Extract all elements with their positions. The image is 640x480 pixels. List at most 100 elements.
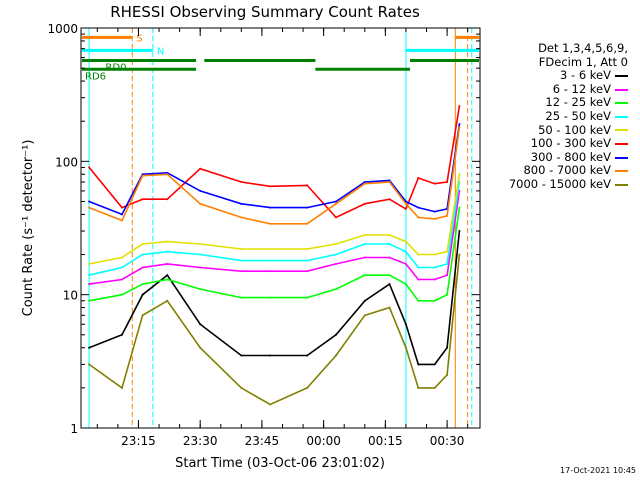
data-point — [240, 270, 243, 273]
data-point — [417, 216, 420, 219]
data-point — [388, 198, 391, 201]
data-point — [404, 240, 407, 243]
data-point — [199, 266, 202, 269]
generation-timestamp: 17-Oct-2021 10:45 — [560, 466, 636, 475]
data-point — [363, 314, 366, 317]
data-point — [141, 266, 144, 269]
legend-swatch — [615, 115, 628, 118]
x-tick-label-2345: 23:45 — [245, 434, 280, 448]
legend-label: 7000 - 15000 keV — [508, 176, 611, 191]
data-point — [306, 270, 309, 273]
data-point — [240, 180, 243, 183]
legend-label: 12 - 25 keV — [545, 95, 611, 110]
data-point — [199, 346, 202, 349]
data-point — [388, 179, 391, 182]
data-point — [334, 288, 337, 291]
data-point — [446, 250, 449, 253]
data-point — [166, 262, 169, 265]
data-point — [458, 230, 461, 233]
data-point — [404, 250, 407, 253]
data-point — [306, 206, 309, 209]
data-point — [388, 256, 391, 259]
data-point — [121, 213, 124, 216]
data-point — [306, 386, 309, 389]
data-point — [363, 299, 366, 302]
data-point — [121, 256, 124, 259]
data-point — [240, 202, 243, 205]
data-point — [433, 253, 436, 256]
data-point — [446, 214, 449, 217]
legend-swatch — [615, 102, 628, 105]
legend-item: 7000 - 15000 keV — [476, 176, 628, 192]
data-point — [458, 173, 461, 176]
x-axis-label: Start Time (03-Oct-06 23:01:02) — [175, 456, 385, 471]
series-path — [88, 105, 461, 219]
data-point — [458, 123, 461, 126]
series-7000-15000-keV-line — [88, 253, 461, 406]
data-point — [121, 386, 124, 389]
x-tick-label-2330: 23:30 — [183, 434, 218, 448]
data-point — [166, 173, 169, 176]
data-point — [306, 259, 309, 262]
data-point — [269, 185, 272, 188]
series-path — [88, 254, 461, 406]
legend-label: 50 - 100 keV — [538, 122, 611, 137]
data-point — [141, 173, 144, 176]
data-point — [199, 323, 202, 326]
legend-swatch — [615, 74, 628, 77]
data-point — [446, 180, 449, 183]
legend-swatch — [615, 183, 628, 186]
data-point — [269, 222, 272, 225]
data-point — [199, 167, 202, 170]
flag-label-rd6: RD6 — [85, 71, 106, 82]
data-point — [166, 278, 169, 281]
data-point — [240, 296, 243, 299]
data-point — [240, 386, 243, 389]
data-point — [433, 363, 436, 366]
legend-label: 6 - 12 keV — [552, 81, 611, 96]
data-point — [417, 253, 420, 256]
data-point — [199, 253, 202, 256]
legend-swatch — [615, 156, 628, 159]
data-point — [141, 314, 144, 317]
data-point — [363, 274, 366, 277]
data-point — [269, 403, 272, 406]
series-100-300-keV-line — [88, 105, 461, 219]
series-3-6-keV-line — [88, 230, 461, 366]
data-point — [88, 166, 91, 169]
data-point — [404, 202, 407, 205]
data-point — [334, 253, 337, 256]
data-point — [446, 262, 449, 265]
legend-item: 6 - 12 keV — [476, 81, 628, 97]
legend-header-line-2: FDecim 1, Att 0 — [538, 54, 628, 69]
series-path — [88, 181, 461, 276]
data-point — [88, 262, 91, 265]
data-point — [404, 283, 407, 286]
data-point — [306, 222, 309, 225]
data-point — [88, 346, 91, 349]
legend-items: 3 - 6 keV 6 - 12 keV 12 - 25 keV 25 - 50 ke… — [476, 69, 628, 191]
data-point — [166, 299, 169, 302]
series-path — [88, 124, 461, 216]
data-point — [334, 354, 337, 357]
data-point — [363, 234, 366, 237]
data-point — [404, 346, 407, 349]
data-point — [334, 216, 337, 219]
data-point — [88, 363, 91, 366]
data-point — [121, 206, 124, 209]
legend-swatch — [615, 170, 628, 173]
data-point — [417, 176, 420, 179]
flag-label-n: N — [157, 46, 164, 57]
legend-label: 3 - 6 keV — [560, 68, 611, 83]
data-point — [141, 253, 144, 256]
data-point — [88, 299, 91, 302]
series-50-100-keV-line — [88, 173, 461, 265]
data-point — [417, 386, 420, 389]
data-point — [388, 283, 391, 286]
data-point — [141, 242, 144, 245]
data-point — [388, 242, 391, 245]
data-point — [121, 219, 124, 222]
data-point — [433, 386, 436, 389]
data-point — [141, 198, 144, 201]
data-point — [269, 259, 272, 262]
